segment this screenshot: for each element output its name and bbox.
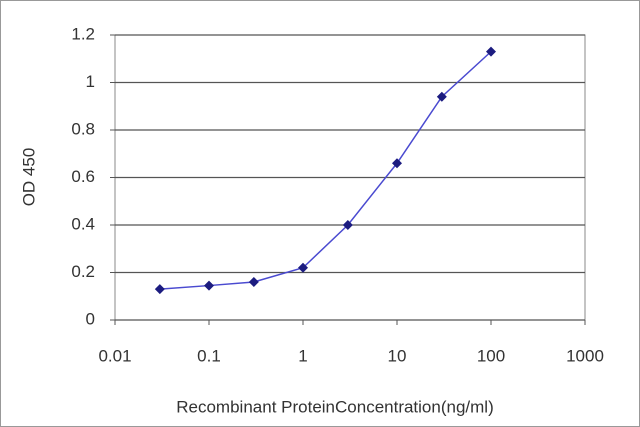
x-axis-label: Recombinant ProteinConcentration(ng/ml) [176,397,494,416]
x-tick-label: 1 [298,346,307,365]
data-line [159,51,492,290]
data-marker [298,262,308,273]
data-marker [486,46,496,57]
data-marker [204,280,214,291]
y-tick-label: 0.6 [71,167,95,186]
x-tick-label: 0.01 [98,346,131,365]
x-tick-label: 1000 [566,346,604,365]
y-tick-label: 0 [86,309,95,328]
data-marker [154,284,165,295]
x-tick-label: 10 [388,346,407,365]
y-tick-label: 1.2 [71,24,95,43]
y-axis-label: OD 450 [19,148,38,207]
y-tick-label: 0.8 [71,119,95,138]
y-tick-label: 1 [86,72,95,91]
y-tick-label: 0.2 [71,262,95,281]
data-marker [248,277,259,287]
data-marker [392,158,402,169]
y-tick-label: 0.4 [71,214,95,233]
x-tick-label: 100 [477,346,505,365]
x-tick-label: 0.1 [197,346,221,365]
data-marker [342,220,353,230]
data-marker [436,91,447,102]
